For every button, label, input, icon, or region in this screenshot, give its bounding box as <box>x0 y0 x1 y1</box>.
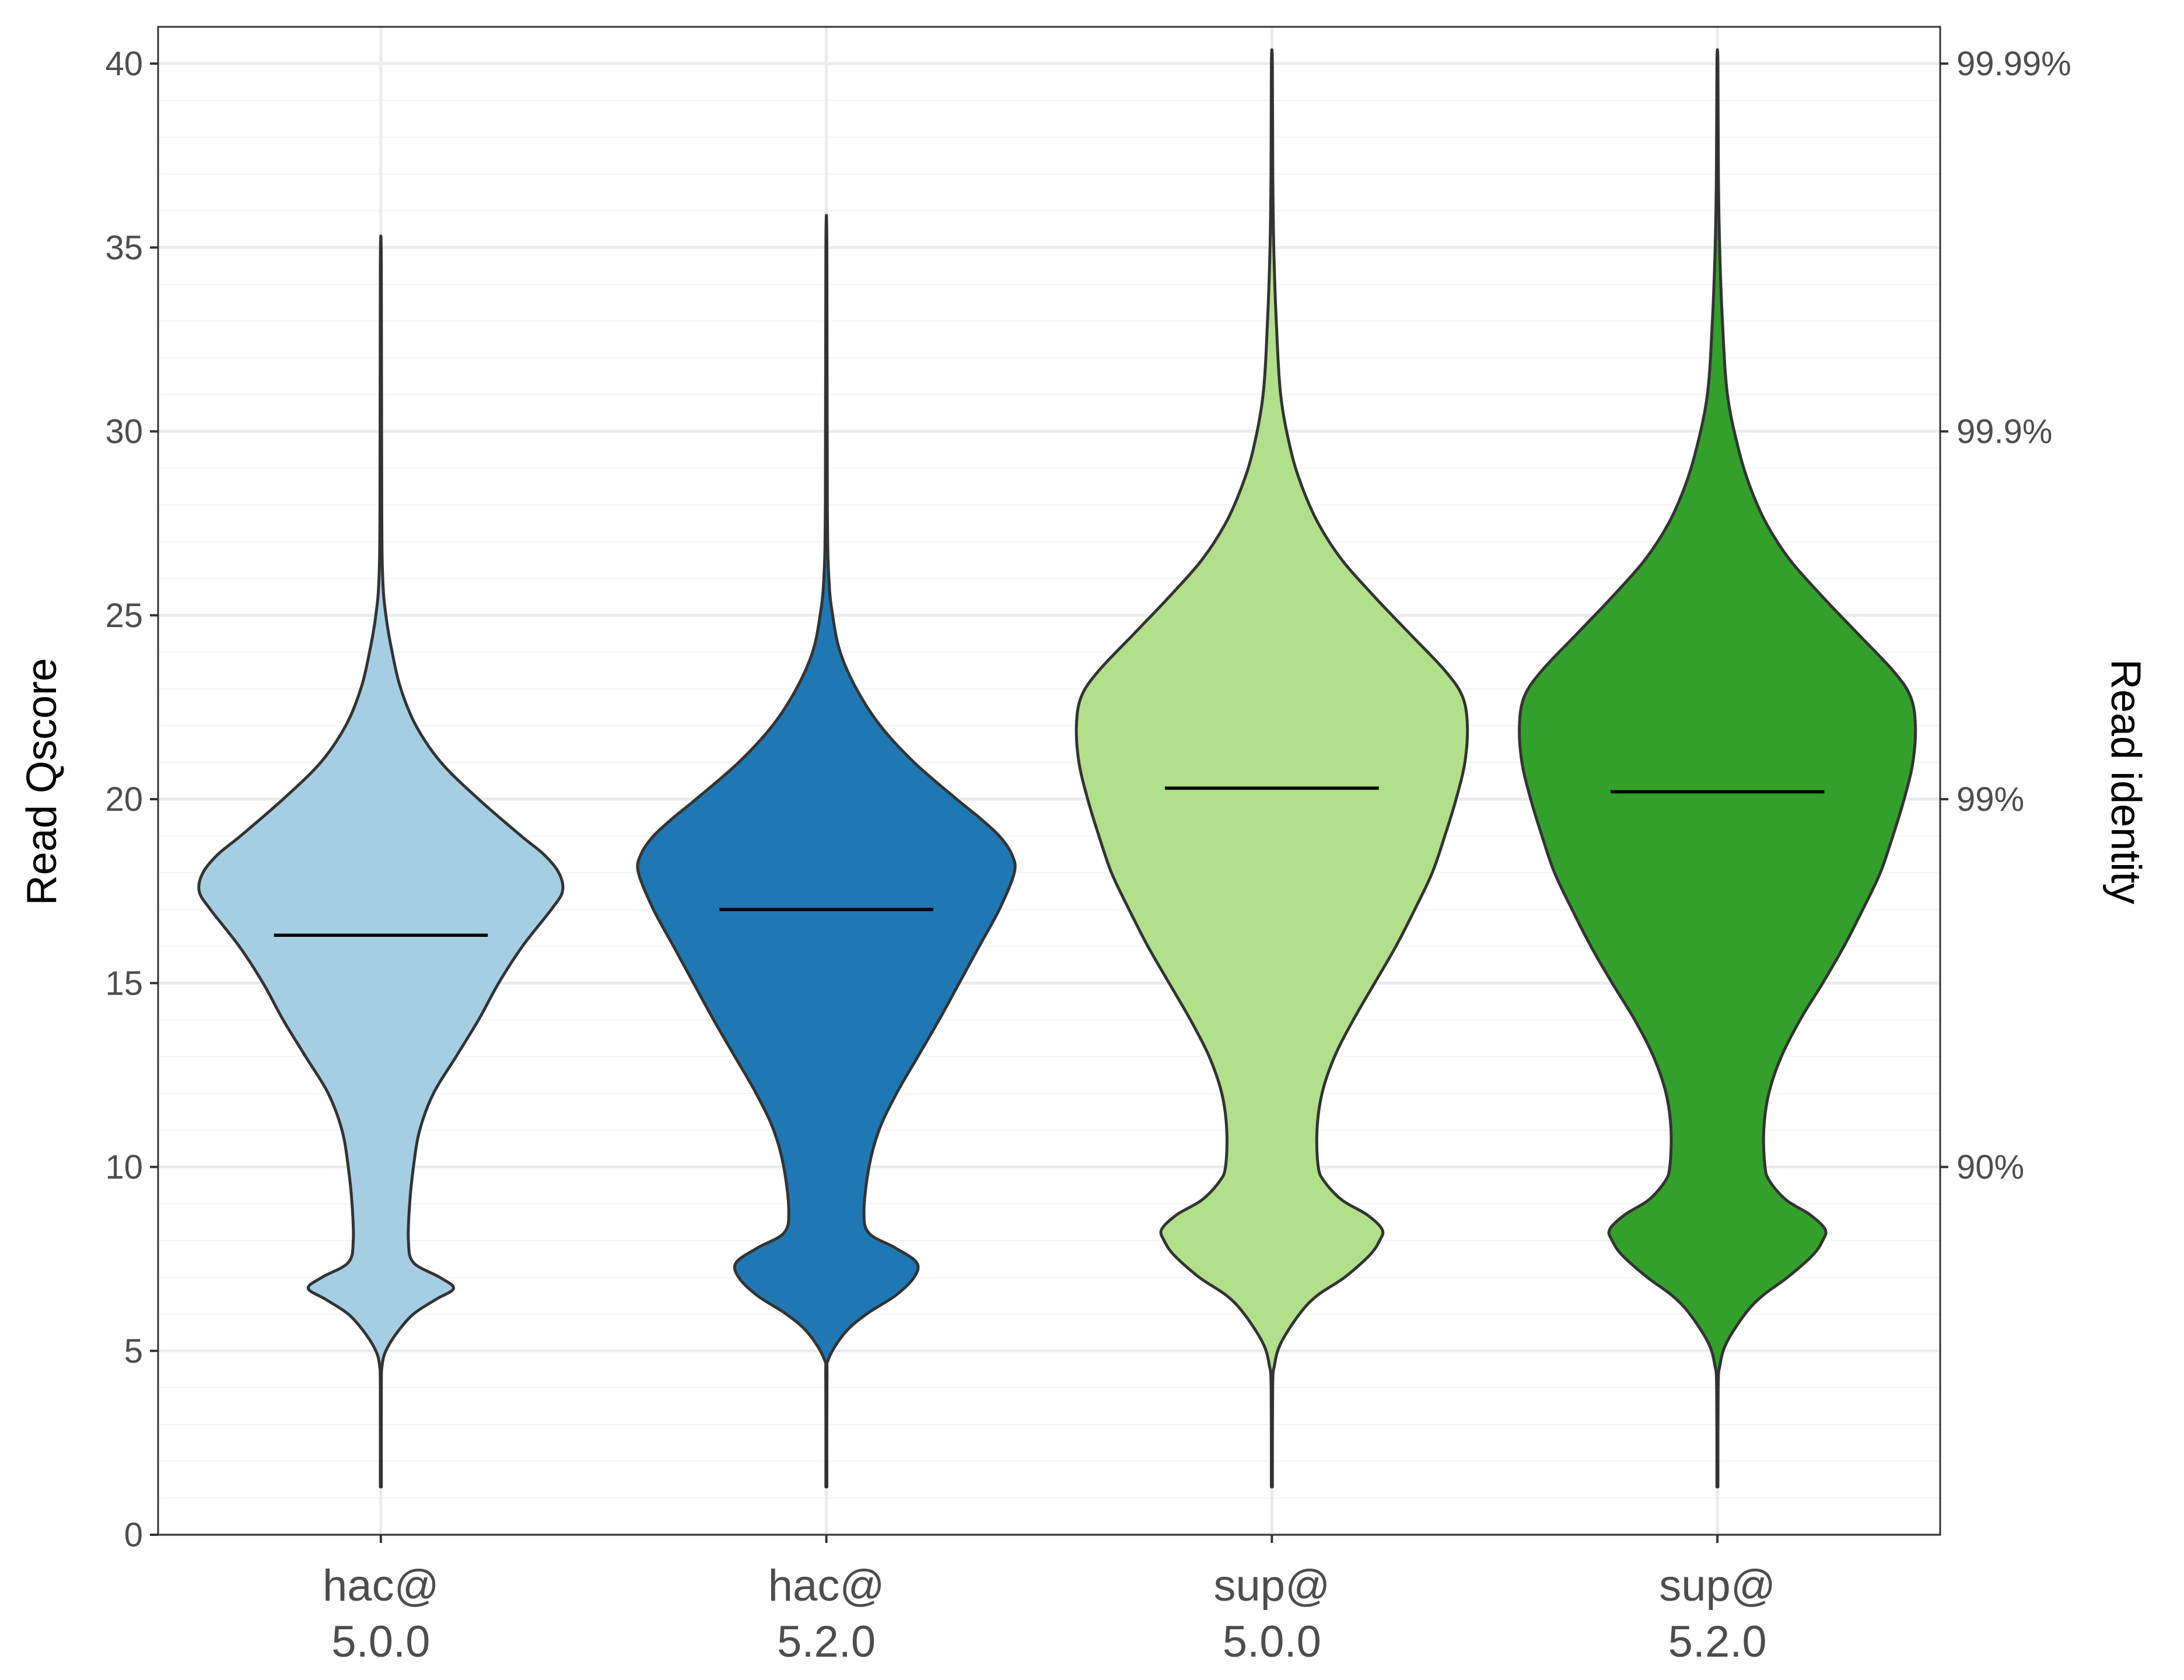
x-tick-label-line2: 5.2.0 <box>777 1617 876 1667</box>
y-tick-label: 10 <box>105 1149 143 1186</box>
y-tick-label: 30 <box>105 413 143 451</box>
violins <box>197 48 1917 1489</box>
median-lines <box>274 786 1825 937</box>
y-tick-label: 40 <box>105 45 143 83</box>
x-tick-label-line1: sup@ <box>1214 1561 1331 1611</box>
plot-panel-border <box>157 26 1941 1536</box>
y2-axis-title: Read identity <box>2102 659 2149 904</box>
x-tick-label-line2: 5.0.0 <box>1223 1617 1321 1667</box>
violin-2 <box>1074 48 1469 1489</box>
y-tick-label: 35 <box>105 229 143 267</box>
y-axis-left: 0 5 10 15 20 25 30 35 40 <box>105 45 158 1554</box>
violin-3 <box>1518 48 1917 1489</box>
violin-0 <box>197 235 565 1489</box>
violin-1 <box>636 214 1017 1489</box>
y-axis-right: 90% 99% 99.9% 99.99% <box>1940 45 2071 1186</box>
y2-tick-label: 99% <box>1957 780 2024 818</box>
y-tick-label: 15 <box>105 964 143 1002</box>
y-axis-title: Read Qscore <box>19 658 65 905</box>
x-tick-label-line1: hac@ <box>323 1561 439 1611</box>
x-axis: hac@ 5.0.0 hac@ 5.2.0 sup@ 5.0.0 sup@ 5.2.0 <box>323 1535 1776 1667</box>
y-tick-label: 0 <box>124 1516 143 1554</box>
y-tick-label: 5 <box>124 1332 143 1370</box>
y2-tick-label: 99.9% <box>1957 413 2052 451</box>
y2-tick-label: 99.99% <box>1957 45 2071 83</box>
y-tick-label: 25 <box>105 597 143 635</box>
x-tick-label-line2: 5.0.0 <box>331 1617 430 1667</box>
x-tick-label-line2: 5.2.0 <box>1668 1617 1767 1667</box>
x-tick-label-line1: sup@ <box>1659 1561 1776 1611</box>
y2-tick-label: 90% <box>1957 1149 2024 1186</box>
x-tick-label-line1: hac@ <box>768 1561 885 1611</box>
y-tick-label: 20 <box>105 780 143 818</box>
